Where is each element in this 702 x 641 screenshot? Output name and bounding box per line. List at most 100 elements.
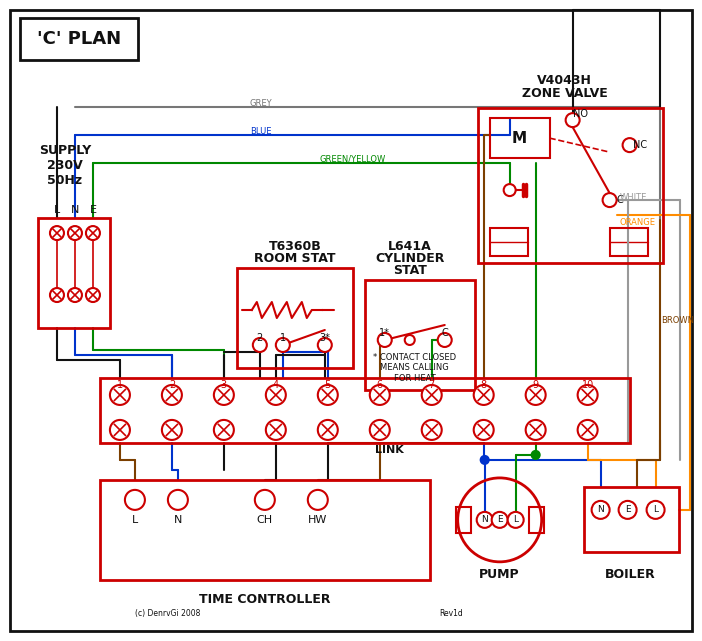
Circle shape	[477, 512, 493, 528]
Circle shape	[378, 333, 392, 347]
Text: E: E	[625, 505, 630, 514]
Text: 2: 2	[257, 333, 263, 343]
Text: L: L	[513, 515, 518, 524]
Bar	[583, 487, 679, 552]
Bar	[456, 507, 471, 533]
Circle shape	[68, 226, 82, 240]
Text: 'C' PLAN: 'C' PLAN	[37, 30, 121, 48]
Circle shape	[481, 456, 489, 464]
Text: N: N	[482, 515, 488, 524]
Circle shape	[266, 385, 286, 405]
Text: STAT: STAT	[393, 263, 427, 276]
Circle shape	[647, 501, 665, 519]
Circle shape	[566, 113, 580, 127]
Text: C: C	[442, 328, 448, 338]
Bar	[609, 228, 647, 256]
Text: Rev1d: Rev1d	[439, 610, 463, 619]
Text: 9: 9	[533, 380, 538, 390]
Text: (c) DenrvGi 2008: (c) DenrvGi 2008	[135, 610, 200, 619]
Circle shape	[618, 501, 637, 519]
Circle shape	[503, 184, 516, 196]
Circle shape	[422, 420, 442, 440]
Text: GREEN/YELLOW: GREEN/YELLOW	[320, 154, 386, 163]
Circle shape	[318, 420, 338, 440]
Circle shape	[474, 385, 494, 405]
Circle shape	[86, 288, 100, 302]
Bar	[237, 268, 353, 368]
Circle shape	[307, 490, 328, 510]
Circle shape	[255, 490, 274, 510]
Bar	[490, 118, 550, 158]
Bar	[365, 280, 475, 390]
Bar	[529, 507, 543, 533]
Bar	[477, 108, 663, 263]
Text: BOILER: BOILER	[605, 569, 656, 581]
Text: 5: 5	[324, 380, 331, 390]
Circle shape	[370, 385, 390, 405]
Text: 4: 4	[273, 380, 279, 390]
Circle shape	[86, 226, 100, 240]
Bar	[100, 480, 430, 580]
Circle shape	[68, 288, 82, 302]
Text: 1: 1	[280, 333, 286, 343]
Circle shape	[592, 501, 609, 519]
Circle shape	[110, 420, 130, 440]
Circle shape	[266, 420, 286, 440]
Text: SUPPLY
230V
50Hz: SUPPLY 230V 50Hz	[39, 144, 91, 187]
Text: BROWN: BROWN	[661, 315, 694, 324]
Circle shape	[276, 338, 290, 352]
Text: 2: 2	[168, 380, 175, 390]
Circle shape	[214, 420, 234, 440]
Text: CYLINDER: CYLINDER	[375, 251, 444, 265]
Text: 1*: 1*	[379, 328, 390, 338]
Circle shape	[438, 333, 451, 347]
Text: NC: NC	[633, 140, 647, 150]
Circle shape	[214, 385, 234, 405]
Circle shape	[168, 490, 188, 510]
Text: ZONE VALVE: ZONE VALVE	[522, 87, 607, 99]
Text: 3: 3	[221, 380, 227, 390]
Circle shape	[422, 385, 442, 405]
Text: HW: HW	[308, 515, 328, 525]
Circle shape	[162, 420, 182, 440]
Circle shape	[491, 512, 508, 528]
Text: L: L	[132, 515, 138, 525]
Circle shape	[526, 385, 545, 405]
Text: WHITE: WHITE	[620, 192, 647, 201]
Text: CH: CH	[257, 515, 273, 525]
Circle shape	[125, 490, 145, 510]
Text: M: M	[512, 131, 527, 146]
Text: 7: 7	[429, 380, 435, 390]
Text: TIME CONTROLLER: TIME CONTROLLER	[199, 594, 331, 606]
Bar	[20, 18, 138, 60]
Circle shape	[623, 138, 637, 152]
Circle shape	[110, 385, 130, 405]
Circle shape	[370, 420, 390, 440]
Text: GREY: GREY	[250, 99, 272, 108]
Text: PUMP: PUMP	[479, 569, 520, 581]
Text: N: N	[71, 205, 79, 215]
Text: ROOM STAT: ROOM STAT	[254, 251, 336, 265]
Text: E: E	[89, 205, 96, 215]
Circle shape	[253, 338, 267, 352]
Text: L641A: L641A	[388, 240, 432, 253]
Text: LINK: LINK	[376, 445, 404, 455]
Circle shape	[318, 385, 338, 405]
Circle shape	[602, 193, 616, 207]
Circle shape	[508, 512, 524, 528]
Text: L: L	[54, 205, 60, 215]
Circle shape	[526, 420, 545, 440]
Text: NO: NO	[573, 109, 588, 119]
Bar	[490, 228, 528, 256]
Bar	[38, 218, 110, 328]
Circle shape	[578, 420, 597, 440]
Circle shape	[318, 338, 332, 352]
Text: 6: 6	[377, 380, 383, 390]
Text: 1: 1	[117, 380, 123, 390]
Circle shape	[578, 385, 597, 405]
Text: E: E	[497, 515, 503, 524]
Text: C: C	[616, 195, 623, 205]
Text: N: N	[173, 515, 182, 525]
Circle shape	[50, 226, 64, 240]
Circle shape	[405, 335, 415, 345]
